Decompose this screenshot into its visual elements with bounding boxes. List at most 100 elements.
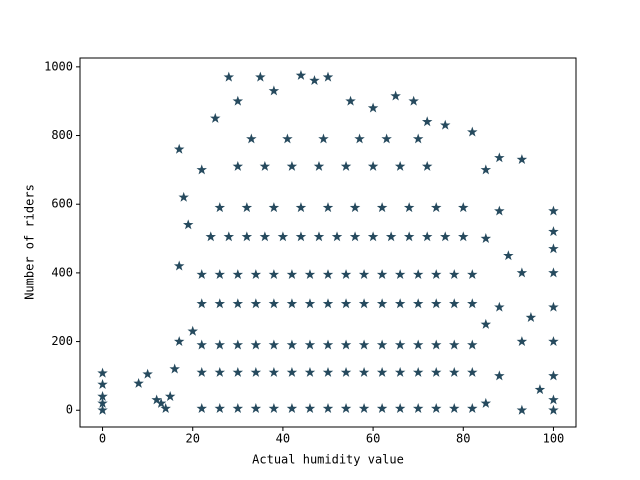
y-axis-label: Number of riders xyxy=(23,184,37,300)
point xyxy=(449,403,460,413)
point xyxy=(376,403,388,413)
point xyxy=(313,231,325,242)
point xyxy=(394,339,406,350)
y-tick-label: 0 xyxy=(66,403,73,417)
point xyxy=(223,71,235,82)
point xyxy=(345,95,356,106)
point xyxy=(155,397,167,408)
point xyxy=(458,231,469,242)
point xyxy=(412,403,424,413)
point xyxy=(232,339,244,350)
point xyxy=(381,133,392,144)
point xyxy=(394,298,406,309)
point xyxy=(430,366,442,377)
point xyxy=(250,403,262,413)
point xyxy=(548,404,559,415)
point xyxy=(268,298,280,309)
point xyxy=(304,269,316,280)
point xyxy=(232,403,244,413)
point xyxy=(223,231,235,242)
point xyxy=(340,160,352,171)
point xyxy=(232,366,244,377)
plot-frame xyxy=(79,57,577,428)
point xyxy=(322,298,334,309)
point xyxy=(367,102,379,113)
point xyxy=(232,95,244,106)
point xyxy=(241,231,253,242)
point xyxy=(408,95,419,106)
point xyxy=(367,231,379,242)
y-tick-label: 200 xyxy=(51,334,73,348)
point xyxy=(196,298,207,309)
point xyxy=(516,154,528,165)
x-tick-label: 40 xyxy=(276,432,290,446)
point xyxy=(412,339,424,350)
point xyxy=(97,397,108,408)
point xyxy=(494,152,505,163)
point xyxy=(548,226,559,237)
point xyxy=(548,301,559,312)
point xyxy=(304,339,316,350)
point xyxy=(304,298,316,309)
point xyxy=(494,205,505,216)
point xyxy=(516,267,528,278)
point xyxy=(503,250,514,261)
point xyxy=(331,231,343,242)
point xyxy=(394,366,406,377)
point xyxy=(97,404,108,415)
point xyxy=(430,202,442,213)
point xyxy=(196,339,207,350)
point xyxy=(313,160,325,171)
point xyxy=(268,202,280,213)
point xyxy=(214,202,226,213)
point xyxy=(164,391,176,401)
point xyxy=(286,269,298,280)
point xyxy=(250,366,262,377)
point xyxy=(403,231,415,242)
point xyxy=(358,269,370,280)
point xyxy=(97,391,108,401)
point xyxy=(97,378,108,389)
point xyxy=(449,339,460,350)
point xyxy=(196,269,207,280)
point xyxy=(97,367,108,378)
point xyxy=(214,403,226,413)
point xyxy=(358,403,370,413)
point xyxy=(232,298,244,309)
point xyxy=(358,339,370,350)
point xyxy=(548,370,559,381)
point xyxy=(412,269,424,280)
point xyxy=(295,69,307,80)
point xyxy=(173,143,185,154)
point xyxy=(210,112,221,123)
point xyxy=(516,336,528,347)
point xyxy=(449,366,460,377)
point xyxy=(322,202,334,213)
point xyxy=(467,403,478,413)
point xyxy=(295,231,307,242)
point xyxy=(358,366,370,377)
point xyxy=(322,366,334,377)
point xyxy=(196,403,207,413)
point xyxy=(268,403,280,413)
point xyxy=(268,85,280,96)
point xyxy=(214,366,226,377)
point xyxy=(241,202,253,213)
point xyxy=(205,231,216,242)
point xyxy=(354,133,365,144)
point xyxy=(304,403,316,413)
point xyxy=(309,75,320,86)
point xyxy=(412,366,424,377)
point xyxy=(322,71,334,82)
point xyxy=(548,267,559,278)
point xyxy=(322,339,334,350)
point xyxy=(340,403,352,413)
point xyxy=(480,397,492,408)
point xyxy=(534,384,546,395)
point xyxy=(376,269,388,280)
point xyxy=(340,298,352,309)
x-tick-label: 80 xyxy=(456,432,470,446)
point xyxy=(467,339,478,350)
x-tick-label: 100 xyxy=(543,432,565,446)
